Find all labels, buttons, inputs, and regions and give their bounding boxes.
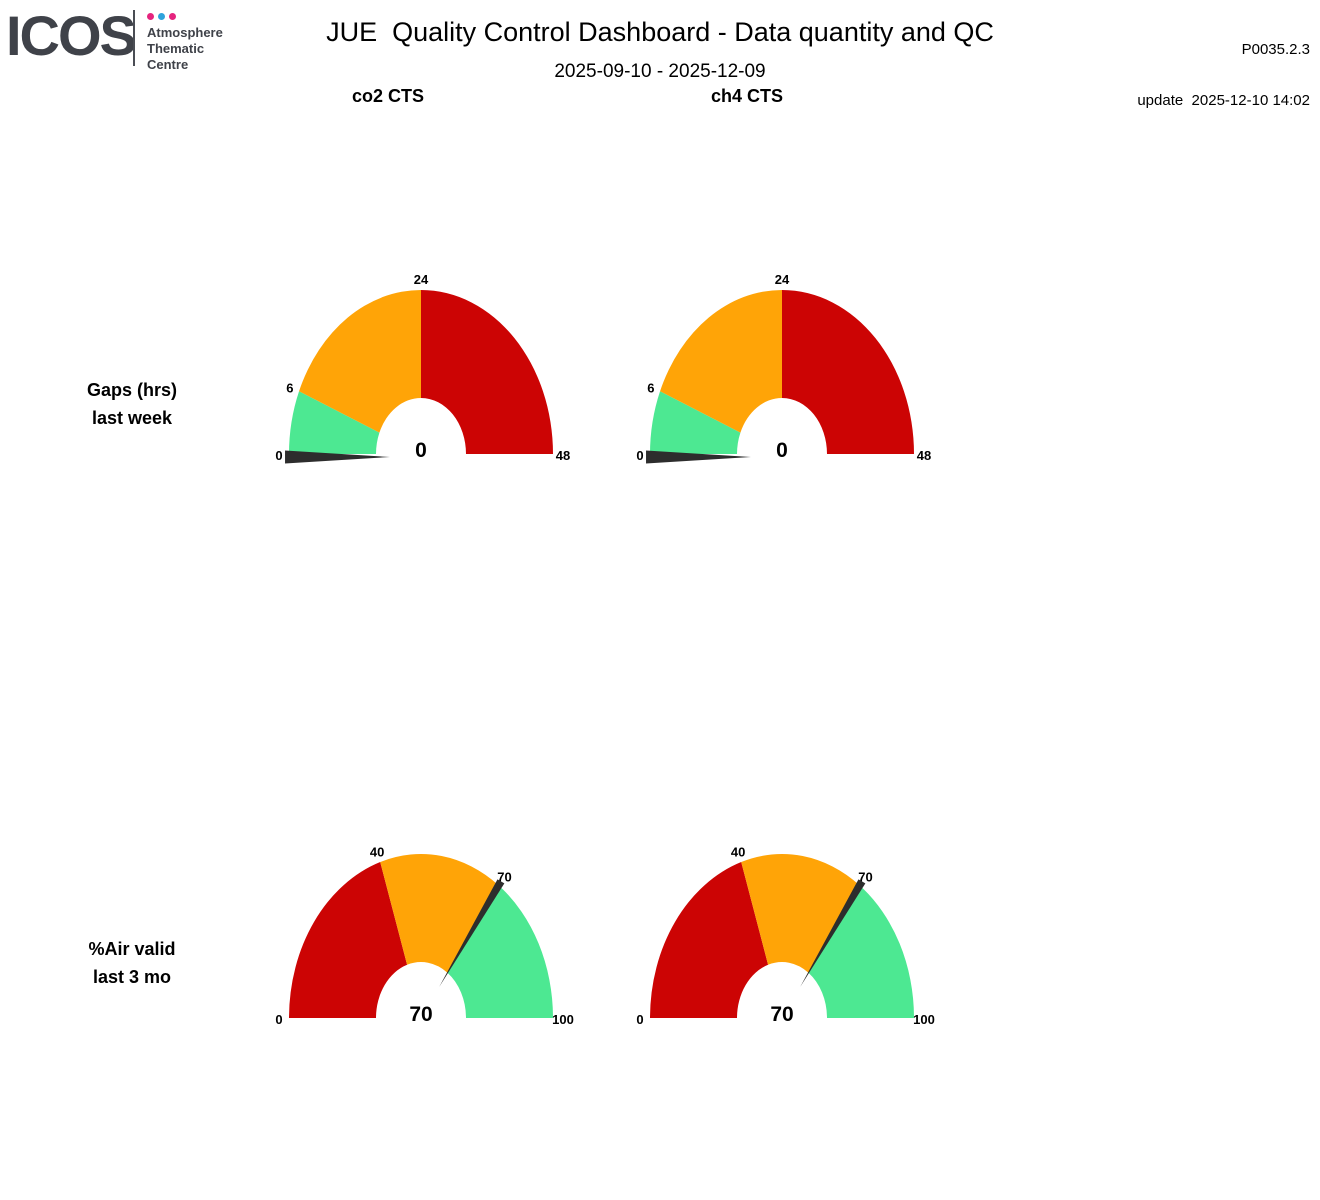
gauge-tick-label: 0	[636, 1012, 643, 1027]
gauge-tick-label: 100	[913, 1012, 935, 1027]
gauge-tick-label: 70	[497, 870, 511, 885]
icos-logo-text: ICOS	[6, 4, 137, 67]
gauge-airvalid-co2: 0 40 70 100 70	[256, 828, 586, 1043]
column-header-ch4: ch4 CTS	[710, 86, 784, 106]
gauge-value: 70	[770, 1003, 793, 1026]
gauge-svg: 0 40 70 100 70	[275, 845, 574, 1027]
gauge-segment	[380, 854, 499, 973]
gauge-needle	[439, 879, 505, 987]
gauge-svg: 0 6 24 48 0	[275, 272, 570, 464]
logo-org-line: Centre	[147, 57, 189, 72]
logo-dot-icon	[169, 13, 176, 20]
gauge-svg: 0 40 70 100 70	[636, 845, 935, 1027]
logo-dots	[147, 13, 176, 20]
gauge-segment	[782, 290, 914, 454]
row-label-airvalid: %Air valid last 3 mo	[37, 935, 227, 991]
report-version: P0035.2.3	[1241, 41, 1310, 58]
logo-dot-icon	[147, 13, 154, 20]
gauge-tick-label: 70	[858, 870, 872, 885]
gauge-value: 0	[415, 439, 427, 462]
logo-dot-icon	[158, 13, 165, 20]
logo-divider	[133, 10, 135, 66]
gauge-svg: 0 6 24 48 0	[636, 272, 931, 464]
logo-org-line: Atmosphere	[147, 25, 223, 40]
row-label-gaps: Gaps (hrs) last week	[37, 376, 227, 432]
gauge-tick-label: 40	[731, 845, 745, 860]
gauge-segment	[299, 290, 421, 433]
gauge-tick-label: 24	[775, 272, 790, 287]
gauge-tick-label: 48	[917, 448, 931, 463]
gauge-gaps-co2: 0 6 24 48 0	[256, 264, 586, 479]
logo-org-name: Atmosphere Thematic Centre	[147, 25, 223, 73]
gauge-segment	[421, 290, 553, 454]
gauge-tick-label: 48	[556, 448, 570, 463]
gauge-needle	[800, 879, 866, 987]
gauge-value: 0	[776, 439, 788, 462]
row-label-line: %Air valid	[88, 939, 176, 959]
gauge-segment	[741, 854, 860, 973]
row-label-line: Gaps (hrs)	[86, 380, 178, 400]
gauge-tick-label: 100	[552, 1012, 574, 1027]
report-update-time: update 2025-12-10 14:02	[1137, 92, 1310, 109]
gauge-tick-label: 6	[647, 381, 654, 396]
gauge-needle	[285, 450, 390, 464]
gauge-tick-label: 6	[286, 381, 293, 396]
gauge-airvalid-ch4: 0 40 70 100 70	[617, 828, 947, 1043]
gauge-segment	[447, 885, 553, 1018]
column-header-co2: co2 CTS	[351, 86, 425, 106]
gauge-value: 70	[409, 1003, 432, 1026]
report-meta: P0035.2.3 update 2025-12-10 14:02	[1137, 7, 1310, 126]
gauge-segment	[650, 862, 769, 1018]
page-title: JUE Quality Control Dashboard - Data qua…	[326, 17, 994, 47]
gauge-tick-label: 24	[414, 272, 429, 287]
gauge-segment	[660, 290, 782, 433]
logo-org-line: Thematic	[147, 41, 205, 56]
gauge-segment	[808, 885, 914, 1018]
gauge-tick-label: 0	[275, 1012, 282, 1027]
row-label-line: last 3 mo	[92, 967, 172, 987]
gauge-tick-label: 0	[636, 448, 643, 463]
gauge-tick-label: 0	[275, 448, 282, 463]
gauge-segment	[289, 391, 380, 454]
gauge-tick-label: 40	[370, 845, 384, 860]
date-range: 2025-09-10 - 2025-12-09	[554, 61, 766, 82]
gauge-gaps-ch4: 0 6 24 48 0	[617, 264, 947, 479]
gauge-segment	[650, 391, 741, 454]
row-label-line: last week	[91, 408, 173, 428]
gauge-segment	[289, 862, 408, 1018]
gauge-needle	[646, 450, 751, 464]
